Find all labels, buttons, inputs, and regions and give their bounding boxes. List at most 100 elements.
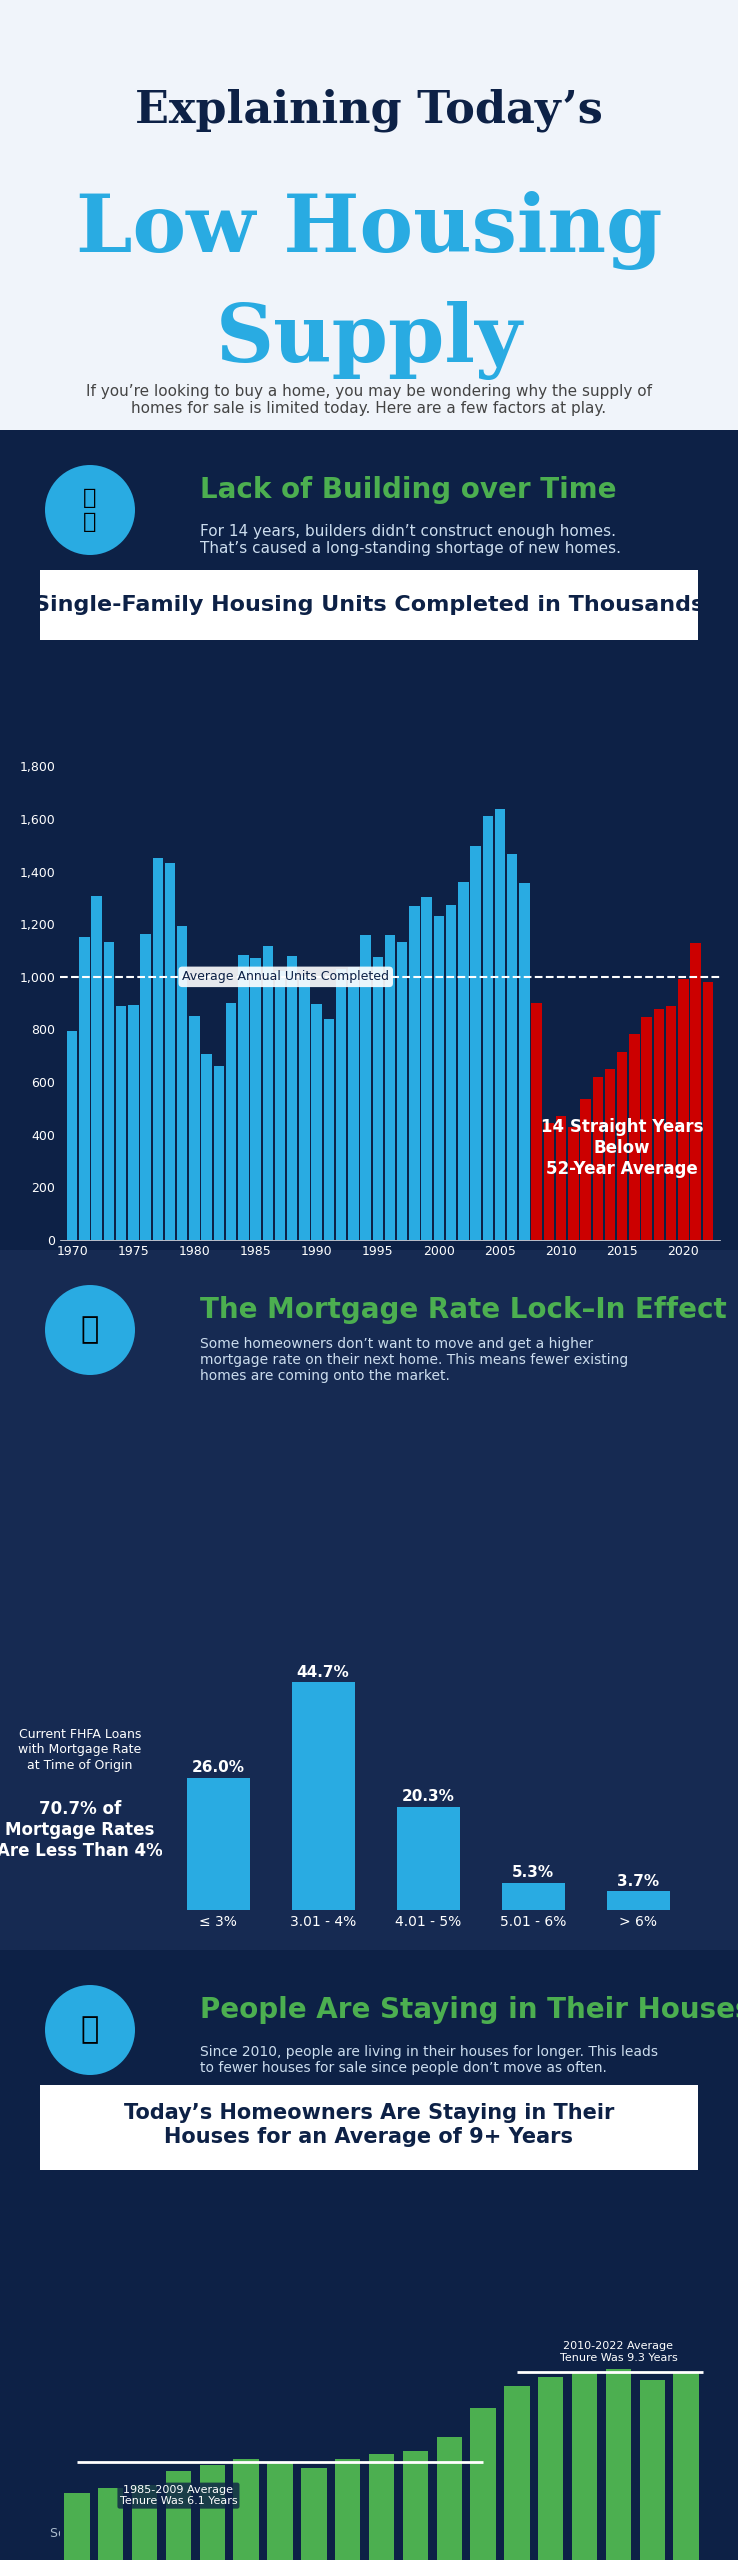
Bar	[446, 904, 456, 1239]
Bar	[593, 1078, 603, 1239]
Text: 70.7% of
Mortgage Rates
Are Less Than 4%: 70.7% of Mortgage Rates Are Less Than 4%	[0, 1800, 163, 1859]
Bar	[654, 1009, 664, 1239]
Bar	[360, 934, 370, 1239]
Bar	[690, 942, 701, 1239]
Bar	[140, 934, 151, 1239]
Bar	[299, 975, 310, 1239]
Bar	[98, 2488, 123, 2560]
Text: For 14 years, builders didn’t construct enough homes.
That’s caused a long-stand: For 14 years, builders didn’t construct …	[200, 525, 621, 556]
Bar	[458, 883, 469, 1239]
Text: Keeping Current Matters: Keeping Current Matters	[537, 2527, 690, 2540]
Text: Since 2010, people are living in their houses for longer. This leads
to fewer ho: Since 2010, people are living in their h…	[200, 2045, 658, 2076]
Bar	[267, 2463, 293, 2560]
Text: Sources: Census, FHFA, NAR: Sources: Census, FHFA, NAR	[50, 2527, 227, 2540]
Bar	[0, 1249, 738, 1951]
Text: Low Housing: Low Housing	[76, 189, 662, 269]
Bar	[287, 955, 297, 1239]
Bar	[263, 945, 273, 1239]
Bar	[67, 1032, 77, 1239]
Bar	[348, 968, 359, 1239]
Bar	[153, 858, 163, 1239]
Bar	[201, 1055, 212, 1239]
Text: If you’re looking to buy a home, you may be wondering why the supply of
homes fo: If you’re looking to buy a home, you may…	[86, 384, 652, 417]
Circle shape	[45, 1984, 135, 2076]
Bar	[641, 1016, 652, 1239]
Bar	[556, 1116, 566, 1239]
Bar	[226, 1004, 236, 1239]
Text: Average Annual Units Completed: Average Annual Units Completed	[182, 970, 389, 983]
Bar	[292, 1682, 354, 1910]
Text: ⏳: ⏳	[81, 2015, 99, 2045]
Bar	[116, 1006, 126, 1239]
Bar	[301, 2468, 326, 2560]
Text: Single-Family Housing Units Completed in Thousands: Single-Family Housing Units Completed in…	[34, 594, 704, 614]
Text: 5.3%: 5.3%	[512, 1866, 554, 1882]
Bar	[369, 2452, 394, 2560]
Bar	[79, 937, 89, 1239]
Bar	[520, 883, 530, 1239]
Bar	[507, 855, 517, 1239]
Bar	[238, 955, 249, 1239]
Bar	[421, 899, 432, 1239]
Bar	[0, 1951, 738, 2560]
Circle shape	[45, 1285, 135, 1375]
Circle shape	[45, 466, 135, 556]
Bar	[397, 942, 407, 1239]
Bar	[607, 1892, 669, 1910]
Bar	[580, 1098, 590, 1239]
Bar	[250, 957, 261, 1239]
Bar	[132, 2486, 157, 2560]
Bar	[335, 2460, 360, 2560]
Text: 🔒: 🔒	[81, 1316, 99, 1344]
Bar	[504, 2386, 530, 2560]
Bar	[40, 571, 698, 640]
Bar	[630, 1034, 640, 1239]
Bar	[531, 1004, 542, 1239]
Text: 3.7%: 3.7%	[617, 1874, 659, 1889]
Text: 1985-2009 Average
Tenure Was 6.1 Years: 1985-2009 Average Tenure Was 6.1 Years	[120, 2486, 238, 2506]
Bar	[544, 1124, 554, 1239]
Bar	[410, 906, 420, 1239]
Bar	[104, 942, 114, 1239]
Bar	[324, 1019, 334, 1239]
Text: Supply: Supply	[215, 300, 523, 379]
Bar	[494, 809, 506, 1239]
Bar	[470, 2409, 496, 2560]
Bar	[568, 1126, 579, 1239]
Text: 44.7%: 44.7%	[297, 1664, 349, 1679]
Text: 2010-2022 Average
Tenure Was 9.3 Years: 2010-2022 Average Tenure Was 9.3 Years	[559, 2342, 677, 2363]
Text: ⊙: ⊙	[669, 2511, 691, 2534]
Bar	[128, 1006, 139, 1239]
Bar	[470, 845, 480, 1239]
Bar	[502, 1884, 565, 1910]
Bar	[403, 2450, 428, 2560]
Bar	[0, 0, 738, 430]
Bar	[189, 1016, 200, 1239]
Bar	[605, 1070, 615, 1239]
Bar	[92, 896, 102, 1239]
Bar	[233, 2460, 259, 2560]
Bar	[64, 2493, 89, 2560]
Text: Some homeowners don’t want to move and get a higher
mortgage rate on their next : Some homeowners don’t want to move and g…	[200, 1336, 628, 1382]
Bar	[674, 2371, 699, 2560]
Text: Today’s Homeowners Are Staying in Their
Houses for an Average of 9+ Years: Today’s Homeowners Are Staying in Their …	[124, 2104, 614, 2148]
Bar	[177, 927, 187, 1239]
Bar	[434, 916, 444, 1239]
Bar	[384, 934, 395, 1239]
Text: 20.3%: 20.3%	[401, 1789, 455, 1805]
Bar	[606, 2368, 631, 2560]
Bar	[640, 2381, 665, 2560]
Bar	[166, 2470, 191, 2560]
Bar	[40, 2084, 698, 2171]
Text: Lack of Building over Time: Lack of Building over Time	[200, 476, 616, 504]
Bar	[572, 2371, 597, 2560]
Bar	[311, 1004, 322, 1239]
Bar	[678, 980, 689, 1239]
Bar	[165, 863, 175, 1239]
Bar	[666, 1006, 676, 1239]
Bar	[538, 2378, 563, 2560]
Text: The Mortgage Rate Lock–In Effect: The Mortgage Rate Lock–In Effect	[200, 1295, 727, 1324]
Bar	[0, 430, 738, 1249]
Bar	[483, 817, 493, 1239]
Bar	[199, 2465, 225, 2560]
